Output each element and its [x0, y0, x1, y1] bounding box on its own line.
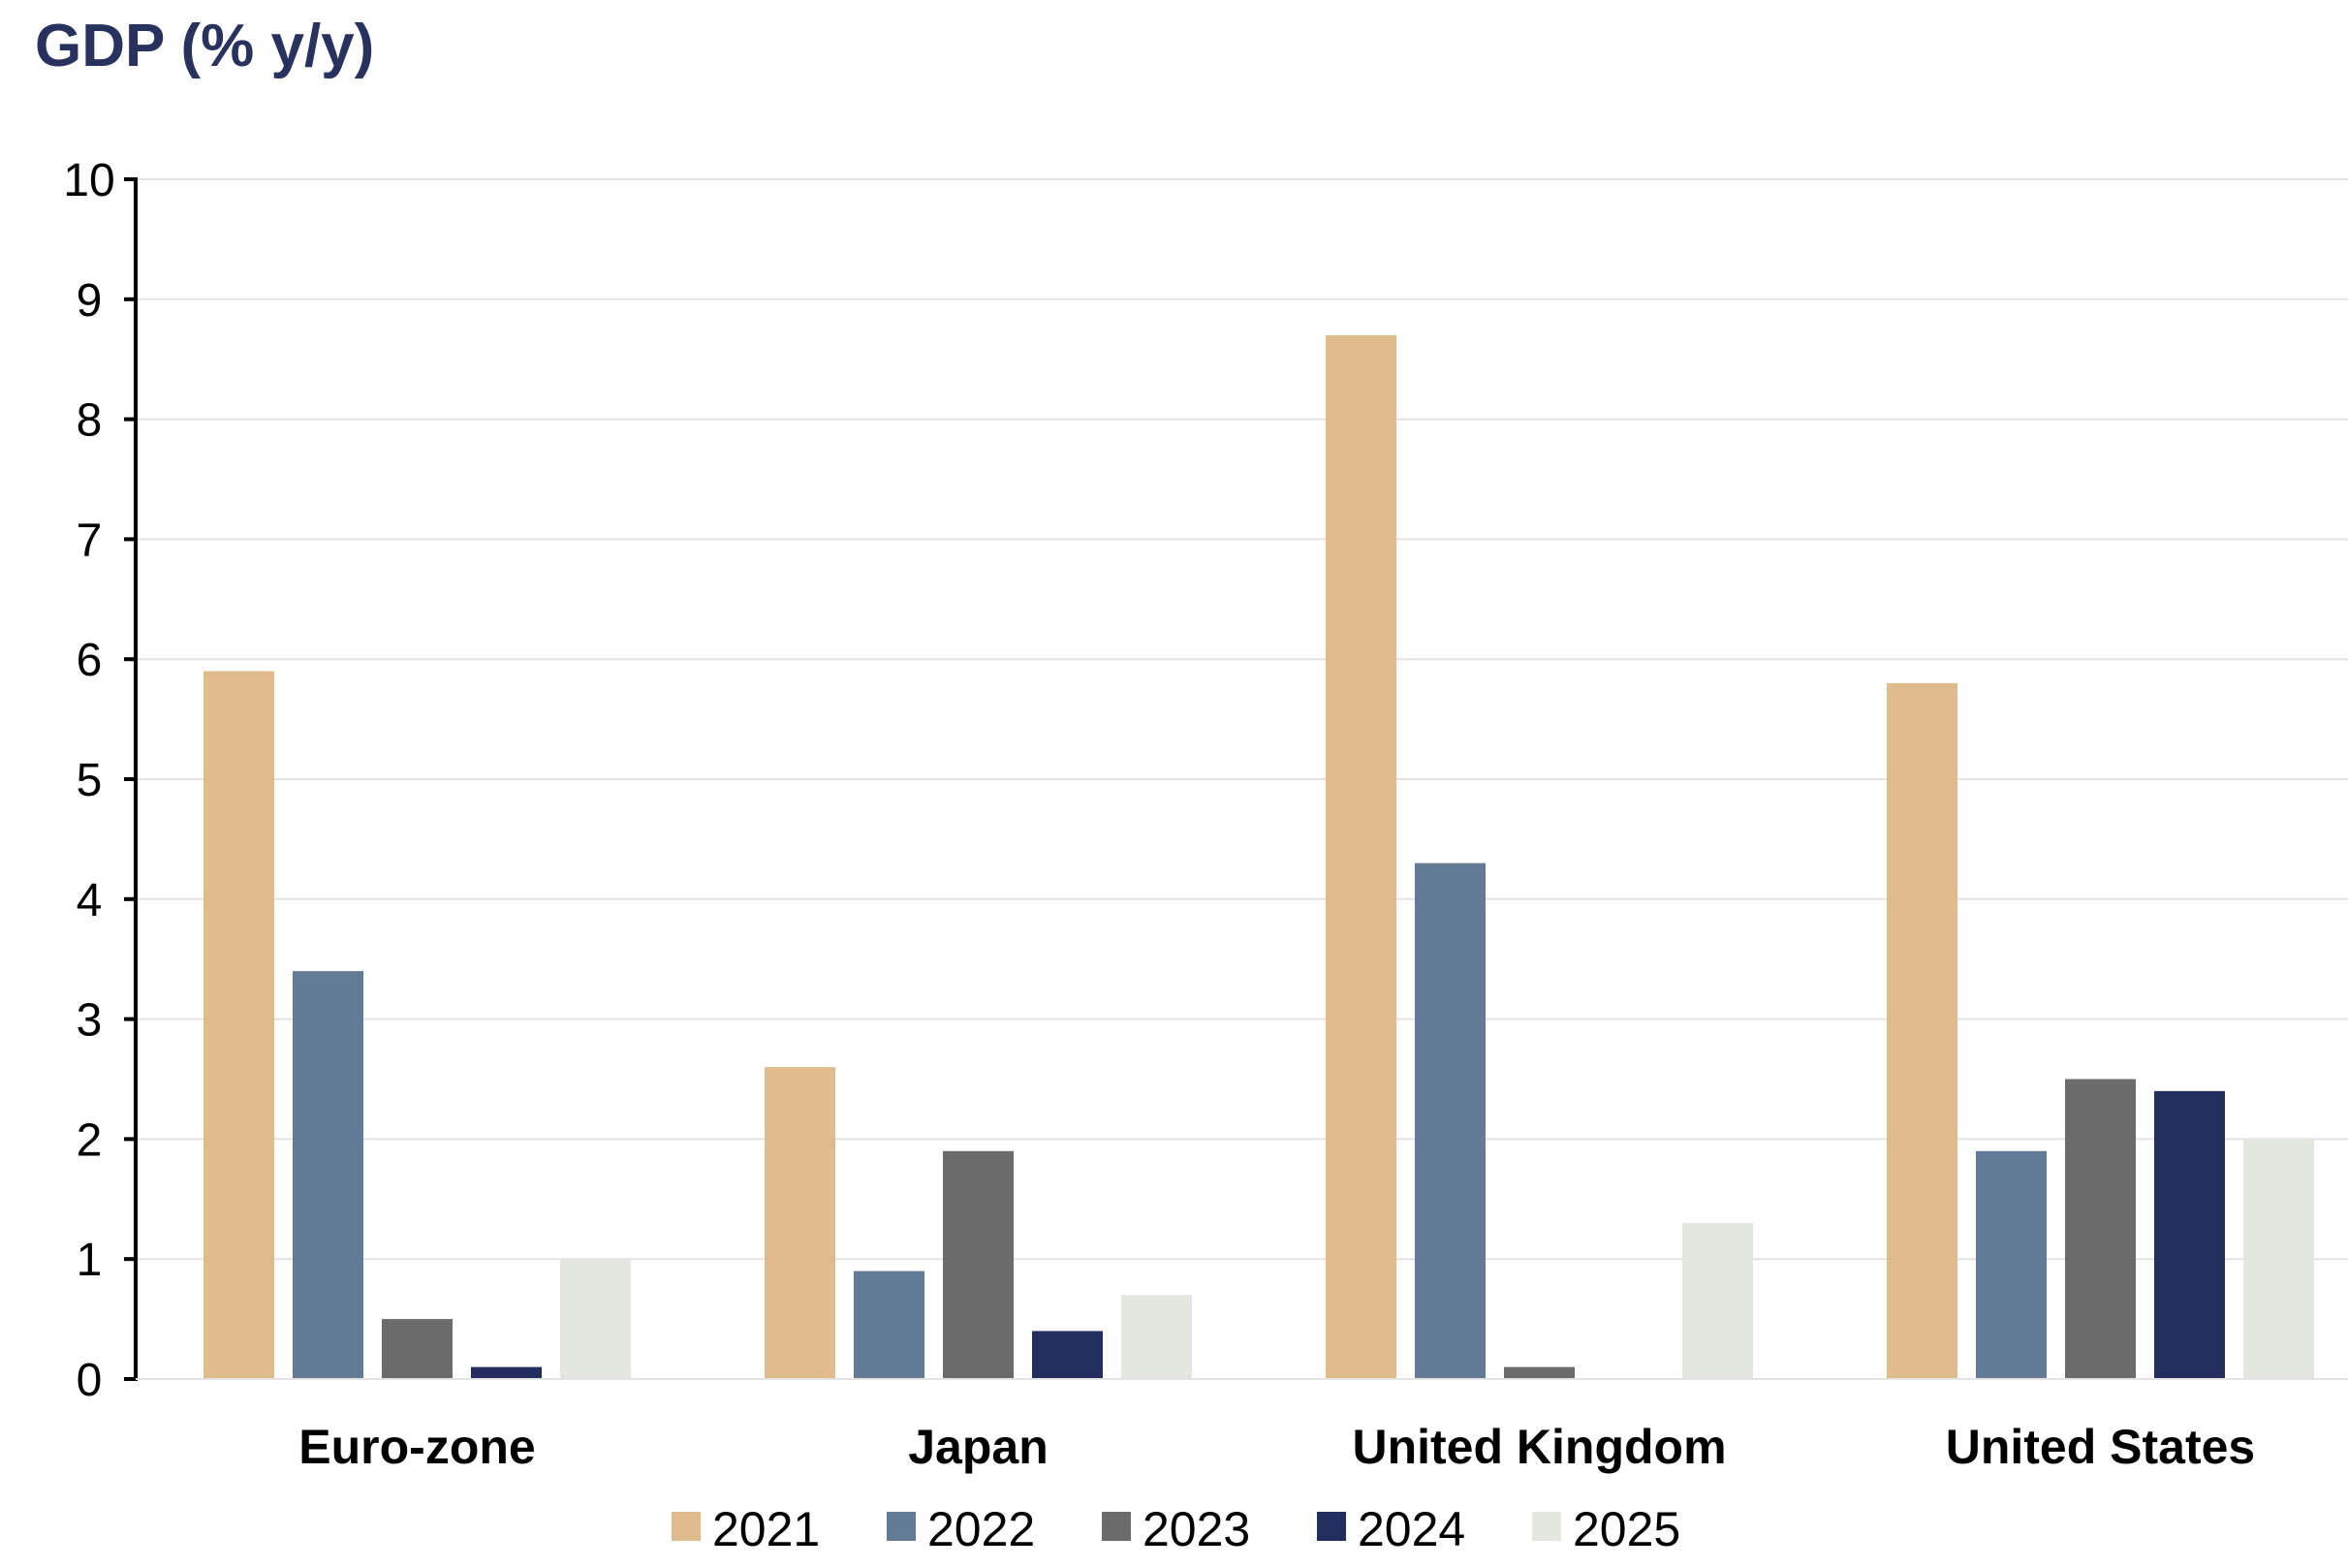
y-tick-label: 3 — [77, 995, 103, 1047]
legend: 2021 2022 2023 2024 2025 — [672, 1502, 1680, 1556]
y-axis-tick-labels: 0 1 2 3 4 5 6 7 8 9 10 — [63, 155, 114, 1406]
y-tick-label: 1 — [77, 1235, 103, 1286]
y-tick-label: 4 — [77, 875, 103, 926]
bar-2021-euro-zone — [203, 671, 274, 1379]
legend-swatch-2024 — [1317, 1512, 1346, 1541]
bar-2024-united-states — [2154, 1090, 2225, 1379]
bars — [203, 334, 2314, 1380]
legend-label-2025: 2025 — [1573, 1502, 1680, 1556]
y-tick-label: 9 — [77, 275, 103, 327]
x-tick-label: Euro-zone — [298, 1420, 535, 1474]
y-tick-label: 0 — [77, 1355, 103, 1406]
legend-swatch-2025 — [1532, 1512, 1561, 1541]
x-tick-label: Japan — [908, 1420, 1049, 1474]
bar-2023-united-states — [2065, 1079, 2136, 1379]
legend-label-2022: 2022 — [927, 1502, 1035, 1556]
bar-2021-japan — [765, 1067, 835, 1379]
y-tick-label: 8 — [77, 395, 103, 447]
legend-label-2023: 2023 — [1143, 1502, 1250, 1556]
legend-swatch-2021 — [672, 1512, 701, 1541]
bar-2021-united-kingdom — [1326, 334, 1396, 1380]
bar-2025-euro-zone — [560, 1259, 631, 1379]
y-tick-label: 6 — [77, 635, 103, 686]
y-tick-label: 7 — [77, 515, 103, 566]
x-axis-category-labels: Euro-zone Japan United Kingdom United State… — [298, 1420, 2255, 1474]
x-tick-label: United States — [1946, 1420, 2256, 1474]
legend-swatch-2022 — [887, 1512, 916, 1541]
bar-2024-japan — [1032, 1331, 1103, 1379]
bar-2023-japan — [943, 1150, 1014, 1379]
legend-label-2024: 2024 — [1358, 1502, 1465, 1556]
y-tick-label: 5 — [77, 755, 103, 806]
legend-label-2021: 2021 — [712, 1502, 820, 1556]
bar-2022-united-kingdom — [1415, 862, 1486, 1379]
y-tick-label: 2 — [77, 1114, 103, 1166]
bar-2023-united-kingdom — [1504, 1366, 1575, 1379]
bar-2025-united-kingdom — [1682, 1223, 1753, 1379]
bar-2021-united-states — [1887, 682, 1957, 1379]
bar-2022-japan — [854, 1270, 924, 1379]
bar-2025-japan — [1121, 1295, 1192, 1379]
y-tick-label: 10 — [63, 155, 114, 206]
bar-2024-euro-zone — [471, 1366, 542, 1379]
axes — [124, 177, 2348, 1381]
bar-2022-united-states — [1976, 1150, 2047, 1379]
bar-2022-euro-zone — [293, 971, 363, 1379]
gridlines — [136, 178, 2348, 1261]
x-tick-label: United Kingdom — [1352, 1420, 1726, 1474]
bar-2023-euro-zone — [382, 1319, 453, 1379]
bar-2025-united-states — [2243, 1139, 2314, 1379]
legend-swatch-2023 — [1102, 1512, 1131, 1541]
chart-title: GDP (% y/y) — [35, 13, 374, 79]
